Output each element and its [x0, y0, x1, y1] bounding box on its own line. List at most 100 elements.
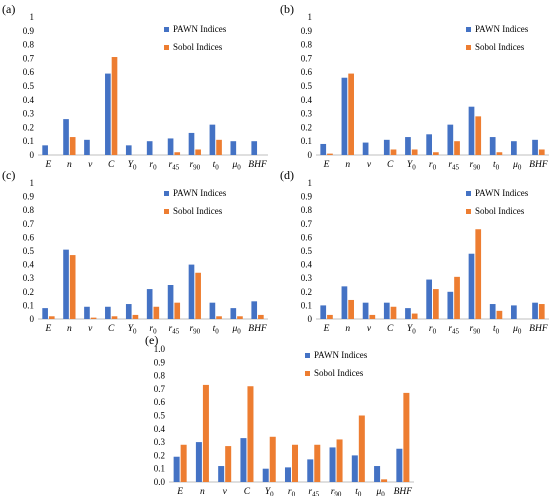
bar-pawn-r0 — [146, 289, 153, 319]
x-tick-label: BHF — [529, 160, 548, 170]
bar-sobol-bhf — [538, 149, 545, 155]
y-tick-label: 0.5 — [154, 411, 166, 421]
bar-sobol-n — [348, 73, 354, 155]
y-tick-label: 0 — [308, 314, 313, 324]
bar-sobol-c — [390, 306, 397, 319]
panel-label: (e) — [145, 333, 158, 347]
bar-sobol-e — [180, 444, 187, 482]
bar-sobol-y0 — [411, 313, 418, 319]
y-tick-label: 0.2 — [301, 122, 312, 132]
bar-pawn-r90 — [468, 253, 475, 319]
x-tick-label: BHF — [529, 324, 548, 334]
x-tick-label: n — [345, 324, 350, 334]
bar-sobol-t0 — [358, 415, 365, 482]
y-tick-label: 0.6 — [23, 232, 35, 242]
legend-label-pawn: PAWN Indices — [475, 24, 529, 34]
x-tick-label: E — [323, 324, 330, 334]
bar-sobol-y0 — [132, 314, 139, 319]
bar-pawn-t0 — [209, 124, 216, 155]
legend-swatch-pawn — [466, 191, 471, 196]
bar-pawn-r90 — [329, 447, 336, 482]
bar-pawn-y0 — [125, 145, 132, 155]
legend: PAWN Indices Sobol Indices — [164, 24, 227, 52]
x-tick-label: BHF — [248, 324, 267, 334]
legend: PAWN Indices Sobol Indices — [164, 188, 227, 216]
y-tick-label: 0.9 — [23, 192, 35, 202]
x-tick-label: t0 — [213, 324, 220, 336]
bar-pawn-bhf — [251, 301, 258, 319]
panel-label: (d) — [280, 168, 294, 182]
panel-label: (a) — [2, 2, 15, 16]
bar-pawn-c — [105, 73, 111, 155]
bar-sobol-e — [48, 316, 55, 319]
x-tick-label: E — [45, 324, 52, 334]
bar-pawn-μ0 — [511, 141, 517, 155]
y-tick-label: 0.7 — [301, 219, 313, 229]
x-tick-label: n — [67, 160, 72, 170]
y-tick-label: 0.9 — [154, 357, 166, 367]
bar-pawn-ν — [84, 306, 90, 319]
y-tick-label: 0.1 — [23, 136, 34, 146]
y-tick-label: 0.1 — [301, 136, 312, 146]
bar-pawn-μ0 — [230, 308, 237, 319]
y-tick-label: 0.3 — [23, 273, 35, 283]
x-tick-label: μ0 — [231, 324, 241, 336]
x-tick-label: r45 — [169, 160, 180, 172]
bar-sobol-r45 — [454, 141, 460, 155]
x-tick-label: n — [345, 160, 350, 170]
bar-sobol-r0 — [153, 306, 160, 319]
x-tick-label: C — [387, 160, 394, 170]
y-tick-label: 0.4 — [301, 95, 313, 105]
legend-label-pawn: PAWN Indices — [314, 350, 368, 360]
bar-sobol-n — [202, 384, 209, 482]
y-tick-label: 1 — [30, 12, 35, 22]
x-tick-label: E — [176, 487, 183, 496]
x-tick-label: μ0 — [512, 324, 522, 336]
x-tick-label: r45 — [308, 487, 319, 496]
bar-sobol-r45 — [174, 152, 181, 155]
legend-swatch-pawn — [466, 27, 471, 32]
bar-pawn-t0 — [351, 455, 358, 482]
bar-sobol-bhf — [538, 304, 545, 319]
x-tick-label: r90 — [189, 324, 200, 336]
bar-sobol-ν — [225, 446, 232, 482]
y-tick-label: 0.4 — [301, 260, 313, 270]
y-tick-label: 0.8 — [154, 371, 166, 381]
bar-pawn-μ0 — [511, 305, 517, 319]
y-tick-label: 0.1 — [23, 300, 34, 310]
bar-sobol-r0 — [433, 152, 439, 155]
bar-sobol-t0 — [216, 139, 222, 155]
bar-pawn-r0 — [284, 467, 291, 482]
bar-sobol-n — [69, 137, 76, 155]
y-tick-label: 0.8 — [301, 40, 313, 50]
panel-b: (b) 0 0.1 0.2 0.3 0.4 0.5 0.6 0.7 0.8 0.9 1 E n ν C Y0 r0… — [280, 2, 549, 172]
legend: PAWN Indices Sobol Indices — [466, 24, 529, 52]
x-tick-label: ν — [88, 160, 93, 170]
bar-pawn-y0 — [405, 308, 411, 319]
legend: PAWN Indices Sobol Indices — [305, 350, 368, 378]
y-tick-label: 0.7 — [23, 219, 35, 229]
bar-pawn-c — [383, 139, 390, 155]
bar-sobol-e — [327, 153, 333, 155]
bar-pawn-r0 — [146, 141, 153, 155]
bar-sobol-r45 — [314, 444, 321, 482]
bar-sobol-n — [69, 255, 76, 319]
panel-a: (a) 0 0.1 0.2 0.3 0.4 0.5 0.6 0.7 0.8 0.9 1 E n ν C Y0 r0… — [2, 2, 268, 172]
bar-sobol-r90 — [195, 272, 201, 319]
y-tick-label: 0.7 — [154, 384, 166, 394]
bar-sobol-bhf — [403, 392, 410, 482]
bar-pawn-ν — [362, 302, 369, 319]
y-tick-label: 0.6 — [301, 67, 313, 77]
x-tick-label: r45 — [448, 160, 459, 172]
bar-pawn-bhf — [532, 302, 538, 319]
x-tick-label: Y0 — [407, 324, 416, 336]
bar-pawn-bhf — [251, 141, 258, 155]
legend-label-sobol: Sobol Indices — [314, 368, 364, 378]
bar-pawn-r45 — [447, 291, 454, 319]
panel-e: (e) 0.0 0.1 0.2 0.3 0.4 0.5 0.6 0.7 0.8 0.9 1.0 E n ν C… — [145, 333, 414, 496]
x-tick-label: μ0 — [231, 160, 241, 172]
y-tick-label: 0.3 — [301, 273, 313, 283]
x-tick-label: E — [323, 160, 330, 170]
x-tick-label: r0 — [429, 324, 437, 336]
